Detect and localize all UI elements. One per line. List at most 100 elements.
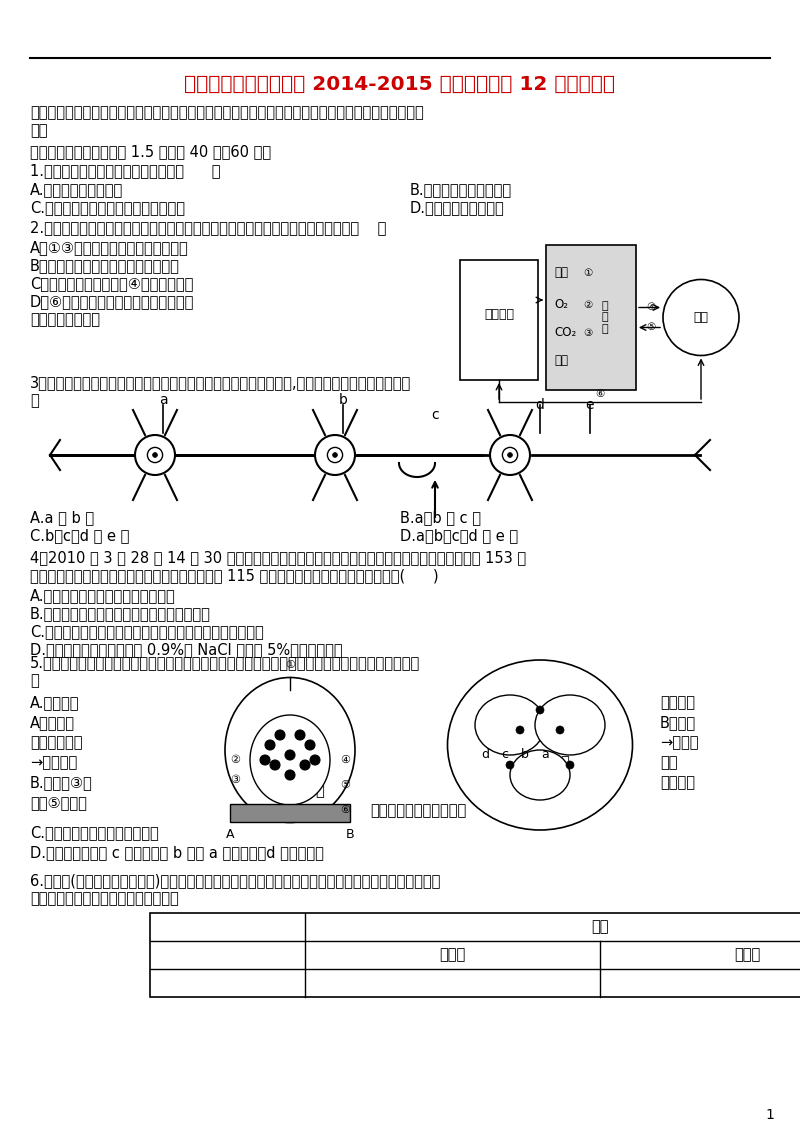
Circle shape: [285, 770, 295, 780]
Text: →电信号的: →电信号的: [30, 755, 78, 770]
Text: C．细胞与内环境交换的④为养料和氧气: C．细胞与内环境交换的④为养料和氧气: [30, 276, 194, 291]
Text: A.甲图中神: A.甲图中神: [30, 695, 79, 710]
Text: A.长久被困，饮尿可补充部分电解质: A.长久被困，饮尿可补充部分电解质: [30, 588, 176, 603]
Text: 5.下图中图甲示一突触结构，图乙示一反射弧模式图。下列有关图甲和图乙的叙述中，不正确的是（: 5.下图中图甲示一突触结构，图乙示一反射弧模式图。下列有关图甲和图乙的叙述中，不…: [30, 655, 420, 670]
Text: ②: ②: [230, 755, 240, 765]
Text: O₂: O₂: [554, 299, 568, 311]
Text: 经信号从: 经信号从: [660, 695, 695, 710]
Text: b: b: [338, 393, 347, 408]
Text: 6.用脊蛙(去除脑保留脊髓的蛙)进行反射弧分析的实验，破坏缩膜反射弧在左后肢的部分结构，观察双侧: 6.用脊蛙(去除脑保留脊髓的蛙)进行反射弧分析的实验，破坏缩膜反射弧在左后肢的部…: [30, 873, 440, 887]
Text: d: d: [481, 748, 489, 762]
Circle shape: [516, 726, 524, 734]
Text: 内容物释: 内容物释: [660, 775, 695, 790]
Circle shape: [265, 740, 275, 751]
Text: 甲: 甲: [316, 783, 324, 798]
Circle shape: [327, 447, 342, 463]
Circle shape: [502, 447, 518, 463]
Circle shape: [506, 761, 514, 769]
Ellipse shape: [535, 695, 605, 755]
Text: 破坏前: 破坏前: [439, 947, 466, 962]
Circle shape: [310, 755, 320, 765]
Text: 借助生物膜的选择透过性: 借助生物膜的选择透过性: [370, 803, 466, 818]
Bar: [150, 914, 800, 997]
Text: 一、单项选择题（每小题 1.5 分，共 40 题，60 分）: 一、单项选择题（每小题 1.5 分，共 40 题，60 分）: [30, 144, 271, 158]
Text: 放至⑤中主要: 放至⑤中主要: [30, 795, 87, 811]
Text: B.葡萄糖分解产生丙酮酸: B.葡萄糖分解产生丙酮酸: [410, 182, 512, 197]
Text: e: e: [586, 398, 594, 412]
Ellipse shape: [510, 751, 570, 800]
Text: a: a: [158, 393, 167, 408]
Text: ④: ④: [340, 755, 350, 765]
Text: ⑤: ⑤: [340, 780, 350, 790]
Circle shape: [556, 726, 564, 734]
Text: C.甲图示的结构在乙图中有两个: C.甲图示的结构在乙图中有两个: [30, 825, 158, 840]
Circle shape: [490, 435, 530, 475]
Text: 1: 1: [766, 1108, 774, 1122]
Text: 2.右下图为高等动物的体内细胞与外界环境的物质交换示意图，下列叙述正确的是（    ）: 2.右下图为高等动物的体内细胞与外界环境的物质交换示意图，下列叙述正确的是（ ）: [30, 220, 386, 235]
Text: 转变: 转变: [660, 755, 678, 770]
Circle shape: [566, 761, 574, 769]
Text: ⑥: ⑥: [340, 805, 350, 815]
Text: c: c: [502, 748, 509, 762]
Bar: [546, 245, 636, 391]
Text: 内
环
境: 内 环 境: [601, 301, 608, 334]
Text: C.因为没有足够的食物，被困工人体内的产热量小于散热量: C.因为没有足够的食物，被困工人体内的产热量小于散热量: [30, 624, 264, 638]
Text: 4、2010 年 3 月 28 日 14 时 30 分许，山西华晋焦煤有限责任公司王家岭煤矿发生透水事故，共有 153 人: 4、2010 年 3 月 28 日 14 时 30 分许，山西华晋焦煤有限责任公…: [30, 550, 526, 565]
Text: 被困井下，经九天九夜的不懈努力，最终成功救出 115 名被困人员。下列有关说法错误的是(      ): 被困井下，经九天九夜的不懈努力，最终成功救出 115 名被困人员。下列有关说法错…: [30, 568, 438, 583]
Text: D.若切断乙图中的 c 点，则刺激 b 点后 a 点会兴奋，d 点不会兴奋: D.若切断乙图中的 c 点，则刺激 b 点后 a 点会兴奋，d 点不会兴奋: [30, 844, 324, 860]
Text: d: d: [535, 398, 545, 412]
Circle shape: [270, 760, 280, 770]
Text: D.a、b、c、d 和 e 处: D.a、b、c、d 和 e 处: [400, 528, 518, 543]
Text: ）: ）: [30, 393, 38, 408]
Text: CO₂: CO₂: [554, 326, 576, 340]
Text: →化学信: →化学信: [660, 735, 698, 751]
Text: ）: ）: [30, 674, 38, 688]
Text: 要发生电信号: 要发生电信号: [30, 735, 82, 751]
Text: A.神经递质与受体结合: A.神经递质与受体结合: [30, 182, 123, 197]
Text: 负。: 负。: [30, 123, 47, 138]
Text: B.a、b 和 c 处: B.a、b 和 c 处: [400, 511, 481, 525]
Text: B.甲图中③将: B.甲图中③将: [30, 775, 93, 790]
Text: 试卷包括试题卷及答题卡，考试结束后考生只交答题卡。所有试题答案必须写在答题卡上，否则后果自: 试卷包括试题卷及答题卡，考试结束后考生只交答题卡。所有试题答案必须写在答题卡上，…: [30, 105, 424, 120]
Text: ⑥: ⑥: [595, 389, 605, 398]
Text: D．⑥可表述为：体内细胞可与外界环境: D．⑥可表述为：体内细胞可与外界环境: [30, 294, 194, 309]
Text: B.血浆渗透压的大小不只与无机盐的含量有关: B.血浆渗透压的大小不只与无机盐的含量有关: [30, 606, 211, 621]
Text: 废物: 废物: [554, 353, 568, 367]
Text: C.食物中蛋白质经消化被分解成氨基酸: C.食物中蛋白质经消化被分解成氨基酸: [30, 200, 185, 215]
Text: 细胞: 细胞: [694, 311, 709, 324]
Text: B: B: [346, 829, 354, 841]
Circle shape: [536, 706, 544, 714]
Circle shape: [260, 755, 270, 765]
Text: a: a: [541, 748, 549, 762]
Ellipse shape: [250, 715, 330, 805]
Text: ②: ②: [583, 300, 593, 310]
Text: 乙: 乙: [560, 755, 569, 770]
Circle shape: [153, 453, 158, 457]
Circle shape: [295, 730, 305, 740]
Circle shape: [275, 730, 285, 740]
Text: D.获救后在医院中输液可用 0.9%的 NaCl 溶液和 5%的葡萄糖溶液: D.获救后在医院中输液可用 0.9%的 NaCl 溶液和 5%的葡萄糖溶液: [30, 642, 342, 657]
Text: D.胰岛细胞合成胰岛素: D.胰岛细胞合成胰岛素: [410, 200, 505, 215]
Circle shape: [300, 760, 310, 770]
Text: c: c: [431, 408, 439, 422]
Text: ③: ③: [230, 775, 240, 784]
Text: 破坏后: 破坏后: [734, 947, 761, 962]
Text: ⑤: ⑤: [646, 323, 656, 333]
Circle shape: [315, 435, 355, 475]
Text: A.a 和 b 处: A.a 和 b 处: [30, 511, 94, 525]
Circle shape: [663, 280, 739, 355]
Bar: [230, 804, 350, 822]
Text: B细胞，: B细胞，: [660, 715, 696, 730]
Circle shape: [507, 453, 512, 457]
Circle shape: [305, 740, 315, 751]
Circle shape: [147, 447, 162, 463]
Ellipse shape: [447, 660, 633, 830]
Text: 食物: 食物: [554, 266, 568, 280]
Text: A．①③都必须通过消化系统才能完成: A．①③都必须通过消化系统才能完成: [30, 240, 189, 255]
Text: B．人体的体液包括内环境和细胞外液: B．人体的体液包括内环境和细胞外液: [30, 258, 180, 273]
Text: 3．下图表示三个通过突触连接的神经元。现于箭头处施加一强刺激,则能测到局部电流的位置是（: 3．下图表示三个通过突触连接的神经元。现于箭头处施加一强刺激,则能测到局部电流的…: [30, 375, 411, 391]
Text: b: b: [521, 748, 529, 762]
Circle shape: [135, 435, 175, 475]
Bar: [460, 260, 538, 380]
Text: ④: ④: [646, 302, 656, 312]
